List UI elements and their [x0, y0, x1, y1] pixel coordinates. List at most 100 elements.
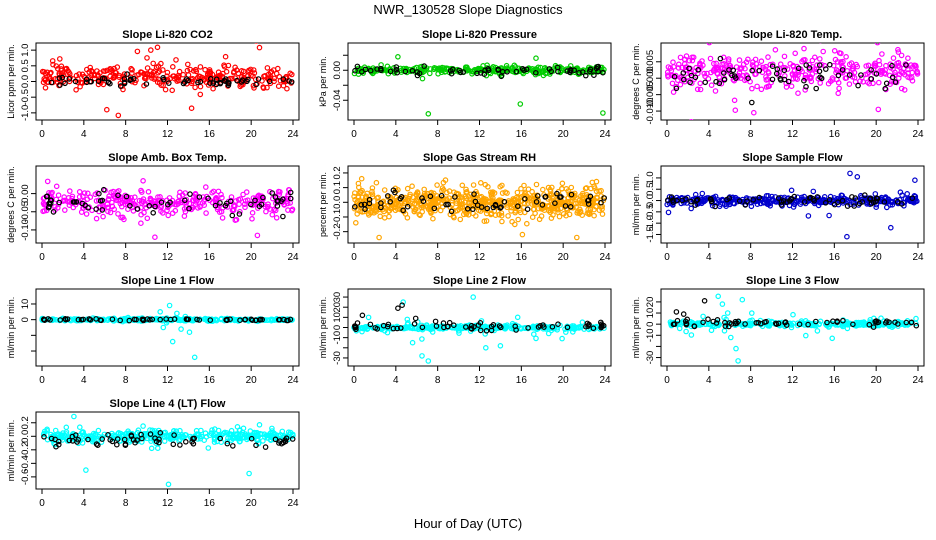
- data-point: [371, 210, 377, 216]
- data-point: [284, 85, 290, 92]
- data-point-black: [587, 193, 594, 200]
- data-point-black: [186, 205, 192, 212]
- data-point-black: [729, 72, 735, 79]
- data-point-black: [362, 66, 369, 73]
- data-point: [435, 203, 442, 210]
- data-point: [443, 189, 450, 196]
- data-point-black: [62, 80, 68, 87]
- x-tick-label: 0: [664, 375, 670, 386]
- x-tick-label: 12: [787, 129, 799, 140]
- data-point: [42, 85, 49, 91]
- data-point: [219, 215, 226, 221]
- data-point: [849, 199, 855, 206]
- y-tick-label: 20: [332, 302, 343, 313]
- x-tick-label: 0: [39, 498, 45, 509]
- data-point: [400, 299, 407, 305]
- data-point-black: [412, 315, 419, 322]
- data-point-black: [262, 444, 269, 450]
- data-point: [678, 200, 685, 207]
- data-point: [40, 208, 46, 215]
- data-point-black: [806, 65, 813, 71]
- data-point: [533, 181, 540, 188]
- data-point: [377, 213, 384, 220]
- x-tick-label: 20: [558, 375, 570, 386]
- data-point: [79, 429, 86, 435]
- data-point: [276, 191, 283, 198]
- data-point: [114, 64, 121, 70]
- data-point: [185, 61, 191, 68]
- data-point: [861, 321, 867, 328]
- data-point-black: [784, 199, 790, 205]
- data-point-black: [554, 190, 560, 197]
- data-point: [395, 53, 401, 60]
- x-tick-label: 8: [435, 375, 441, 386]
- data-point: [256, 44, 263, 51]
- points-group: [39, 43, 295, 119]
- x-tick-label: 24: [599, 252, 611, 263]
- data-point-black: [882, 85, 889, 92]
- data-point-black: [266, 78, 273, 85]
- y-tick-label: -1.0: [645, 215, 656, 231]
- data-point: [677, 81, 684, 88]
- x-tick-label: 8: [123, 375, 129, 386]
- panel-title: Slope Line 4 (LT) Flow: [110, 398, 226, 410]
- data-point: [873, 204, 880, 211]
- data-point: [211, 434, 218, 441]
- data-point: [224, 438, 231, 445]
- data-point-black: [160, 75, 166, 81]
- data-point-black: [83, 79, 90, 86]
- data-point: [192, 201, 199, 207]
- data-point-black: [861, 192, 868, 198]
- x-tick-label: 20: [871, 252, 883, 263]
- data-point: [189, 75, 196, 82]
- data-point: [141, 70, 147, 77]
- data-point-black: [826, 197, 833, 203]
- x-tick-label: 16: [516, 252, 528, 263]
- data-point: [104, 67, 110, 74]
- data-point-black: [361, 201, 368, 208]
- x-tick-label: 4: [81, 252, 87, 263]
- data-point-black: [736, 198, 743, 204]
- data-point: [730, 200, 737, 206]
- data-point-black: [755, 319, 762, 326]
- data-point-black: [384, 193, 391, 199]
- data-point: [440, 179, 447, 186]
- x-tick-label: 0: [664, 252, 670, 263]
- y-tick-label: 0.0: [20, 430, 31, 443]
- data-point-black: [579, 69, 586, 75]
- panel-4: Slope Amb. Box Temp. 0 4 8 12 16 20 24 -0.10-0.0…: [6, 152, 300, 263]
- data-point: [275, 188, 282, 195]
- data-point: [238, 68, 245, 74]
- x-tick-label: 24: [287, 375, 299, 386]
- data-point: [727, 334, 734, 341]
- points-group: [351, 53, 607, 117]
- data-point: [904, 191, 911, 197]
- data-point: [161, 433, 168, 440]
- data-point-black: [187, 191, 193, 197]
- data-point-black: [147, 431, 154, 437]
- panel-6: Slope Sample Flow 0 4 8 12 16 20 24 -1.5-1.0-0.5…: [631, 152, 925, 263]
- data-point-black: [452, 194, 458, 200]
- data-point: [381, 215, 388, 221]
- data-point: [847, 170, 853, 177]
- data-point: [895, 46, 901, 53]
- data-point-black: [134, 206, 141, 212]
- data-point-black: [818, 75, 825, 82]
- data-point-black: [419, 195, 425, 201]
- data-point-black: [587, 66, 594, 73]
- data-point: [233, 434, 240, 441]
- data-point: [148, 445, 155, 452]
- data-point-black: [778, 199, 785, 205]
- data-point: [762, 66, 769, 72]
- data-point-black: [224, 440, 231, 447]
- y-tick-label: 0.1: [332, 181, 343, 194]
- data-point-black: [521, 196, 528, 202]
- data-point: [688, 205, 695, 212]
- data-point-black: [107, 437, 114, 443]
- data-point: [832, 56, 839, 63]
- data-point: [152, 234, 158, 241]
- data-point: [866, 80, 873, 87]
- data-point-black: [801, 77, 807, 84]
- data-point: [492, 212, 499, 219]
- data-point: [515, 216, 522, 223]
